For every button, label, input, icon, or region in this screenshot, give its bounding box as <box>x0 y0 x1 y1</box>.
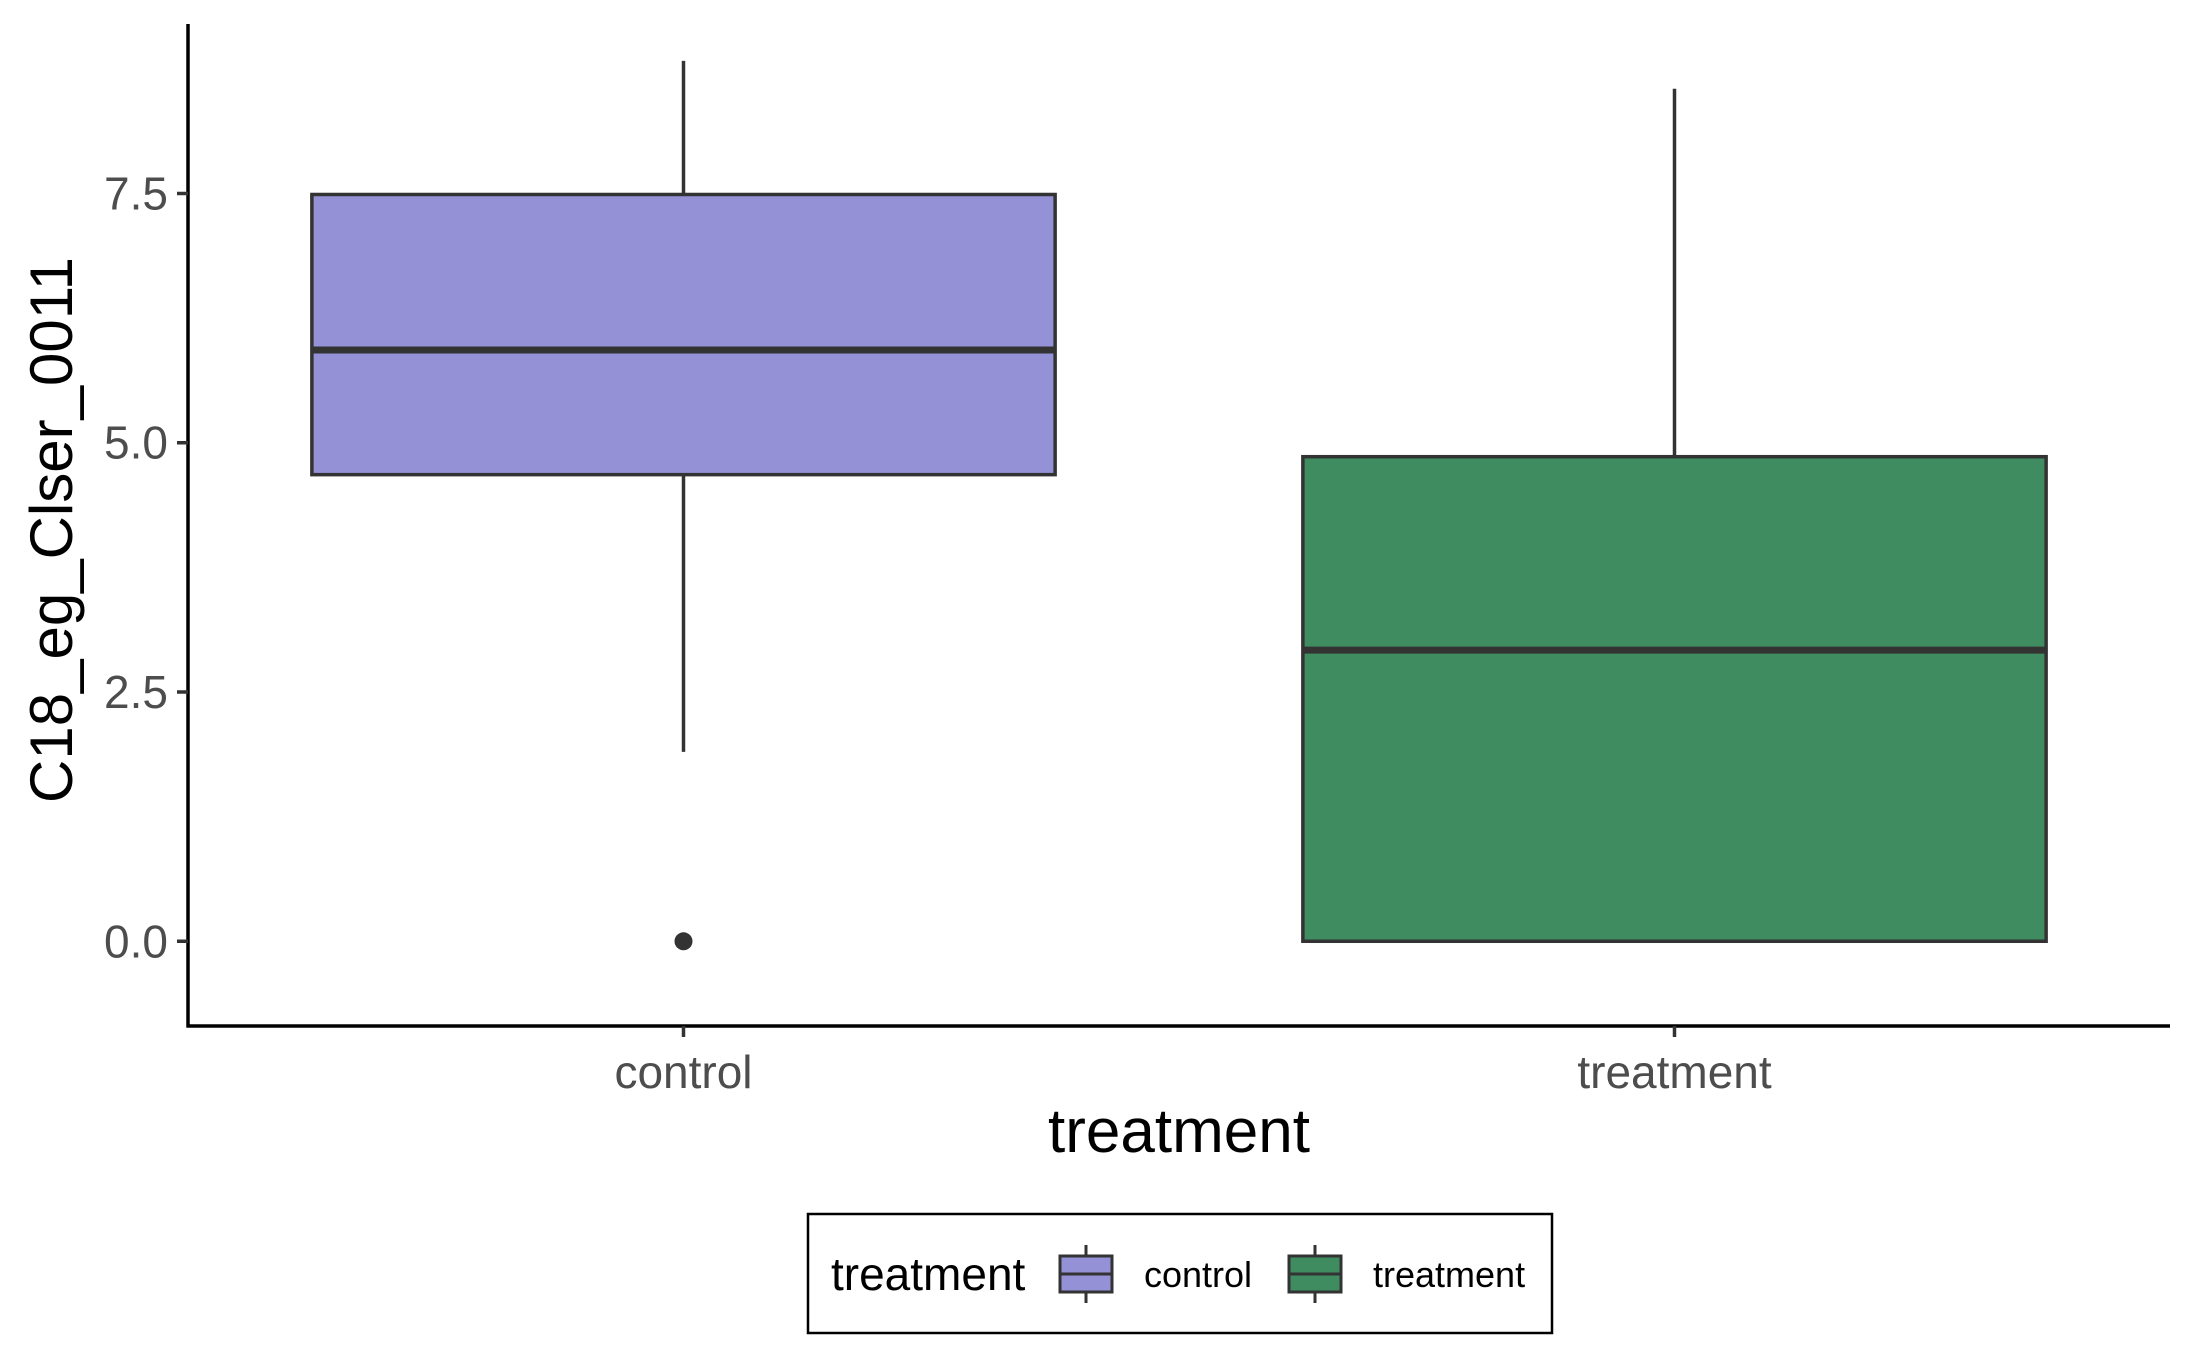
legend-label-treatment: treatment <box>1373 1254 1525 1295</box>
y-tick-label: 5.0 <box>104 417 168 469</box>
box-control <box>310 60 1057 951</box>
axes: 0.0 2.5 5.0 7.5 control treatment <box>104 24 2170 1098</box>
legend-label-control: control <box>1144 1254 1252 1295</box>
legend: treatment control treatment <box>806 1212 1554 1335</box>
legend-key-control <box>1058 1245 1114 1303</box>
outlier-point <box>674 932 693 951</box>
legend-box <box>806 1212 1554 1335</box>
y-axis-title: C18_eg_Clser_0011 <box>18 257 85 803</box>
legend-key-treatment <box>1287 1245 1343 1303</box>
y-tick-label: 2.5 <box>104 666 168 718</box>
box-treatment <box>1301 88 2048 944</box>
box-body <box>1301 454 2048 944</box>
x-tick-label: treatment <box>1577 1046 1772 1098</box>
x-axis-title: treatment <box>1048 1097 1310 1166</box>
plot-area <box>310 60 2048 951</box>
legend-title: treatment <box>831 1248 1026 1300</box>
y-tick-label: 7.5 <box>104 167 168 219</box>
box-body <box>310 192 1057 477</box>
x-tick-label: control <box>614 1046 752 1098</box>
y-tick-label: 0.0 <box>104 915 168 967</box>
